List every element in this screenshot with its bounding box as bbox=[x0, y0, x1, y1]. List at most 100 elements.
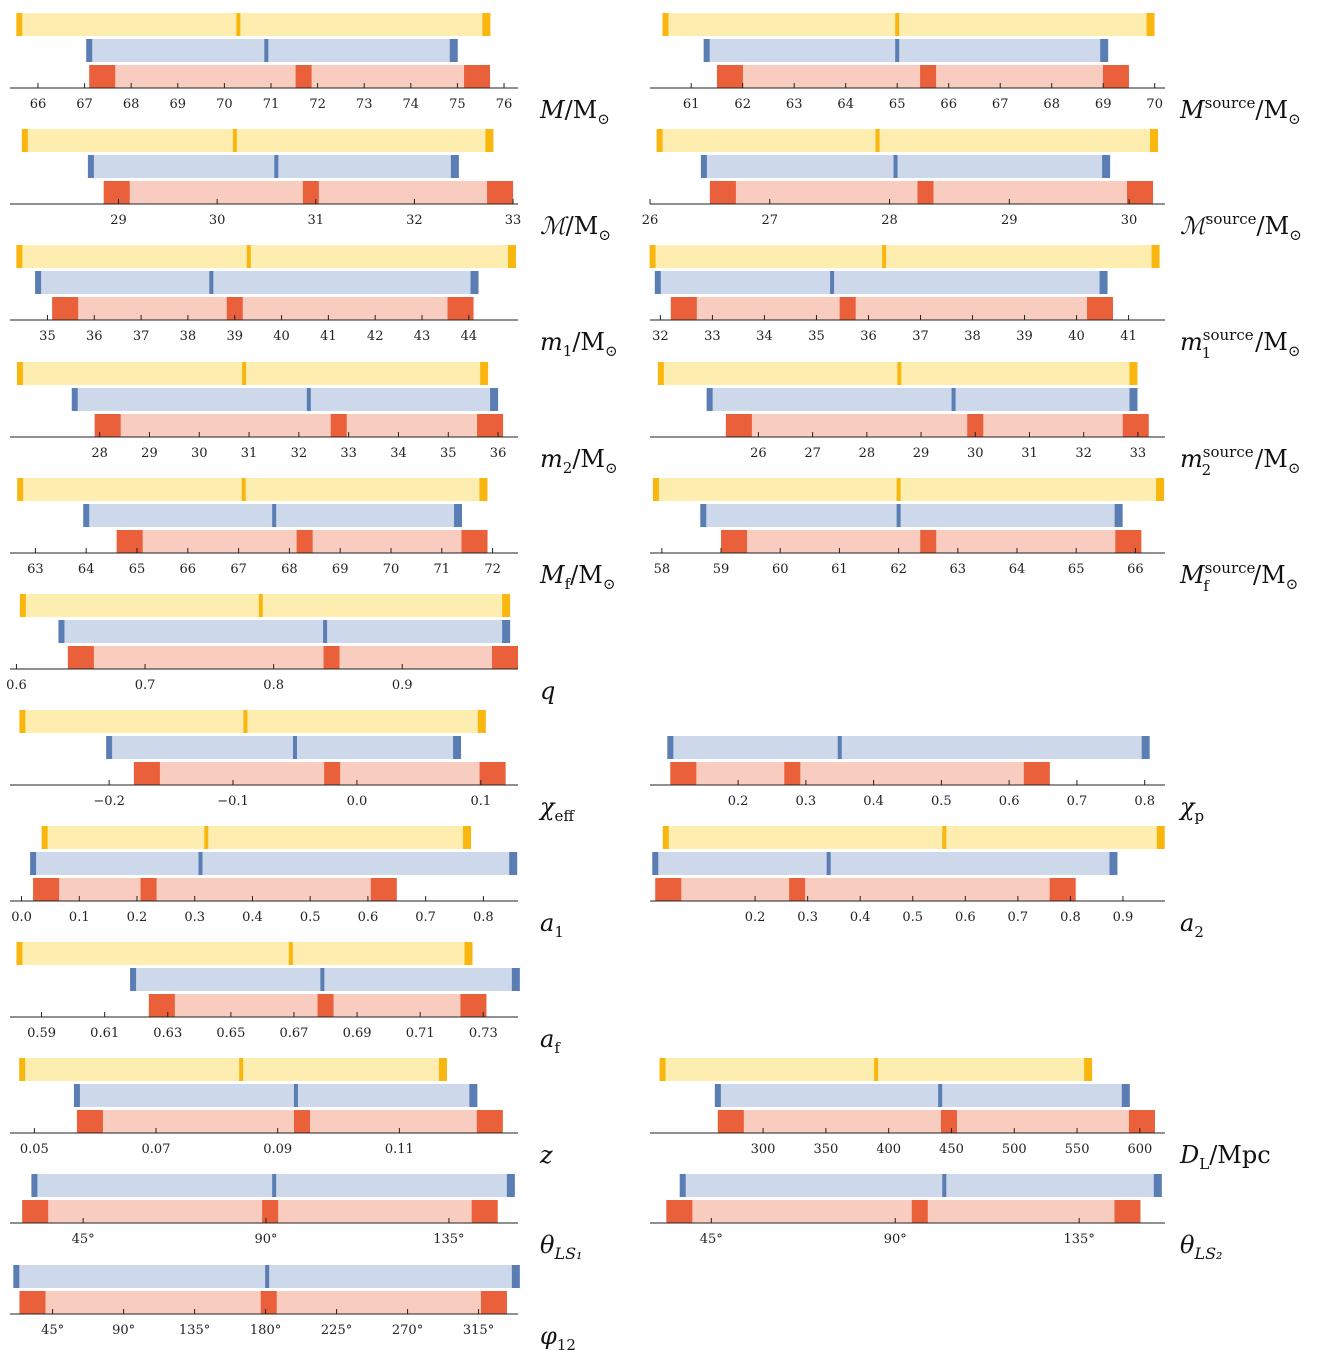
chi_p-tick-label: 0.4 bbox=[863, 794, 884, 809]
M-yellow-median-mark bbox=[236, 13, 241, 36]
m2_source-yellow-median-mark bbox=[897, 362, 902, 385]
Mf-blue-upper-mark bbox=[454, 504, 463, 527]
m2_source-blue-median-mark bbox=[951, 388, 956, 411]
m1-tick-label: 37 bbox=[133, 329, 150, 344]
M_source-red-upper-mark bbox=[1102, 65, 1129, 88]
af-blue-lower-mark bbox=[130, 968, 137, 991]
m2-blue-upper-mark bbox=[490, 388, 499, 411]
M_source-tick-label: 70 bbox=[1146, 97, 1163, 112]
chirp_source-blue-lower-mark bbox=[700, 155, 707, 178]
M_source-yellow-upper-mark bbox=[1146, 13, 1155, 36]
Mf_source-blue-band bbox=[703, 504, 1118, 527]
m1_source-red-lower-mark bbox=[670, 297, 697, 320]
a2-label: a2​ bbox=[1180, 909, 1204, 941]
chi_p-tick-label: 0.6 bbox=[999, 794, 1020, 809]
Mf-red-median-mark bbox=[296, 530, 313, 553]
a2-tick-label: 0.8 bbox=[1060, 910, 1081, 925]
chirp_source-yellow-lower-mark bbox=[656, 129, 663, 152]
phi12-blue-upper-mark bbox=[511, 1265, 520, 1288]
M-tick-label: 66 bbox=[30, 97, 47, 112]
Mf-tick-label: 71 bbox=[434, 562, 451, 577]
m2-tick-label: 36 bbox=[490, 446, 507, 461]
theta_LS2-tick-label: 135° bbox=[1064, 1232, 1095, 1247]
M_source-blue-band bbox=[706, 39, 1104, 62]
panel-M_source: 61 62 63 64 65 66 67 68 69 70 Msource​/M⊙​ bbox=[650, 13, 1301, 128]
DL-tick-label: 450 bbox=[939, 1142, 964, 1157]
q-blue-band bbox=[61, 620, 506, 643]
Mf_source-yellow-lower-mark bbox=[652, 478, 659, 501]
theta_LS2-blue-median-mark bbox=[942, 1174, 947, 1197]
a2-yellow-lower-mark bbox=[662, 826, 669, 849]
panel-m1: 35 36 37 38 39 40 41 42 43 44 m1​/M⊙​ bbox=[10, 245, 618, 360]
Mf_source-tick-label: 63 bbox=[950, 562, 967, 577]
M_source-tick-label: 61 bbox=[683, 97, 700, 112]
a1-tick-label: 0.2 bbox=[127, 910, 148, 925]
DL-red-median-mark bbox=[940, 1110, 957, 1133]
theta_LS1-blue-upper-mark bbox=[506, 1174, 515, 1197]
chirp_source-tick-label: 30 bbox=[1121, 213, 1138, 228]
a1-tick-label: 0.5 bbox=[300, 910, 321, 925]
af-red-median-mark bbox=[317, 994, 334, 1017]
m2_source-yellow-lower-mark bbox=[657, 362, 664, 385]
a1-tick-label: 0.7 bbox=[415, 910, 436, 925]
theta_LS1-red-band bbox=[22, 1200, 498, 1223]
panel-chirp: 29 30 31 32 33 ℳ/M⊙​ bbox=[10, 129, 611, 244]
m2_source-red-band bbox=[725, 414, 1149, 437]
Mf-tick-label: 68 bbox=[281, 562, 298, 577]
chi_p-tick-label: 0.3 bbox=[796, 794, 817, 809]
DL-tick-label: 350 bbox=[813, 1142, 838, 1157]
m2_source-blue-band bbox=[709, 388, 1133, 411]
theta_LS2-blue-lower-mark bbox=[679, 1174, 686, 1197]
q-tick-label: 0.9 bbox=[392, 678, 413, 693]
a2-tick-label: 0.5 bbox=[902, 910, 923, 925]
chirp_source-label: ℳsource​/M⊙​ bbox=[1180, 210, 1302, 244]
m1-tick-label: 40 bbox=[273, 329, 290, 344]
Mf-tick-label: 66 bbox=[180, 562, 197, 577]
a1-blue-upper-mark bbox=[509, 852, 518, 875]
theta_LS1-blue-band bbox=[34, 1174, 510, 1197]
M-tick-label: 73 bbox=[356, 97, 373, 112]
DL-yellow-upper-mark bbox=[1084, 1058, 1093, 1081]
a2-tick-label: 0.3 bbox=[797, 910, 818, 925]
M_source-blue-median-mark bbox=[895, 39, 900, 62]
m1_source-yellow-band bbox=[652, 245, 1155, 268]
a1-red-median-mark bbox=[140, 878, 157, 901]
af-blue-upper-mark bbox=[511, 968, 520, 991]
af-yellow-upper-mark bbox=[464, 942, 473, 965]
chirp-red-upper-mark bbox=[487, 181, 514, 204]
q-yellow-band bbox=[22, 594, 506, 617]
phi12-red-lower-mark bbox=[19, 1291, 46, 1314]
a2-tick-label: 0.9 bbox=[1113, 910, 1134, 925]
Mf-tick-label: 72 bbox=[484, 562, 501, 577]
z-red-median-mark bbox=[294, 1110, 311, 1133]
phi12-tick-label: 135° bbox=[179, 1323, 210, 1338]
Mf-tick-label: 70 bbox=[383, 562, 400, 577]
m1_source-tick-label: 40 bbox=[1068, 329, 1085, 344]
theta_LS2-blue-upper-mark bbox=[1153, 1174, 1162, 1197]
q-red-median-mark bbox=[323, 646, 340, 669]
m1_source-yellow-lower-mark bbox=[649, 245, 656, 268]
m2_source-tick-label: 28 bbox=[859, 446, 876, 461]
Mf_source-tick-label: 58 bbox=[654, 562, 671, 577]
DL-blue-median-mark bbox=[938, 1084, 943, 1107]
m2_source-tick-label: 33 bbox=[1130, 446, 1147, 461]
z-tick-label: 0.07 bbox=[142, 1142, 171, 1157]
DL-label: DL​/Mpc bbox=[1179, 1141, 1271, 1173]
Mf-tick-label: 63 bbox=[27, 562, 44, 577]
panel-M: 66 67 68 69 70 71 72 73 74 75 76 M/M⊙​ bbox=[10, 13, 610, 128]
M_source-yellow-band bbox=[665, 13, 1150, 36]
m1_source-tick-label: 32 bbox=[652, 329, 669, 344]
a1-tick-label: 0.6 bbox=[358, 910, 379, 925]
M_source-tick-label: 68 bbox=[1043, 97, 1060, 112]
m2-tick-label: 30 bbox=[191, 446, 208, 461]
a1-blue-median-mark bbox=[198, 852, 203, 875]
m1-tick-label: 44 bbox=[461, 329, 478, 344]
M-tick-label: 67 bbox=[76, 97, 93, 112]
chirp-red-median-mark bbox=[302, 181, 319, 204]
M-blue-median-mark bbox=[264, 39, 269, 62]
af-tick-label: 0.67 bbox=[279, 1026, 308, 1041]
panel-af: 0.59 0.61 0.63 0.65 0.67 0.69 0.71 0.73 af​ bbox=[10, 942, 561, 1057]
m2-yellow-median-mark bbox=[242, 362, 247, 385]
